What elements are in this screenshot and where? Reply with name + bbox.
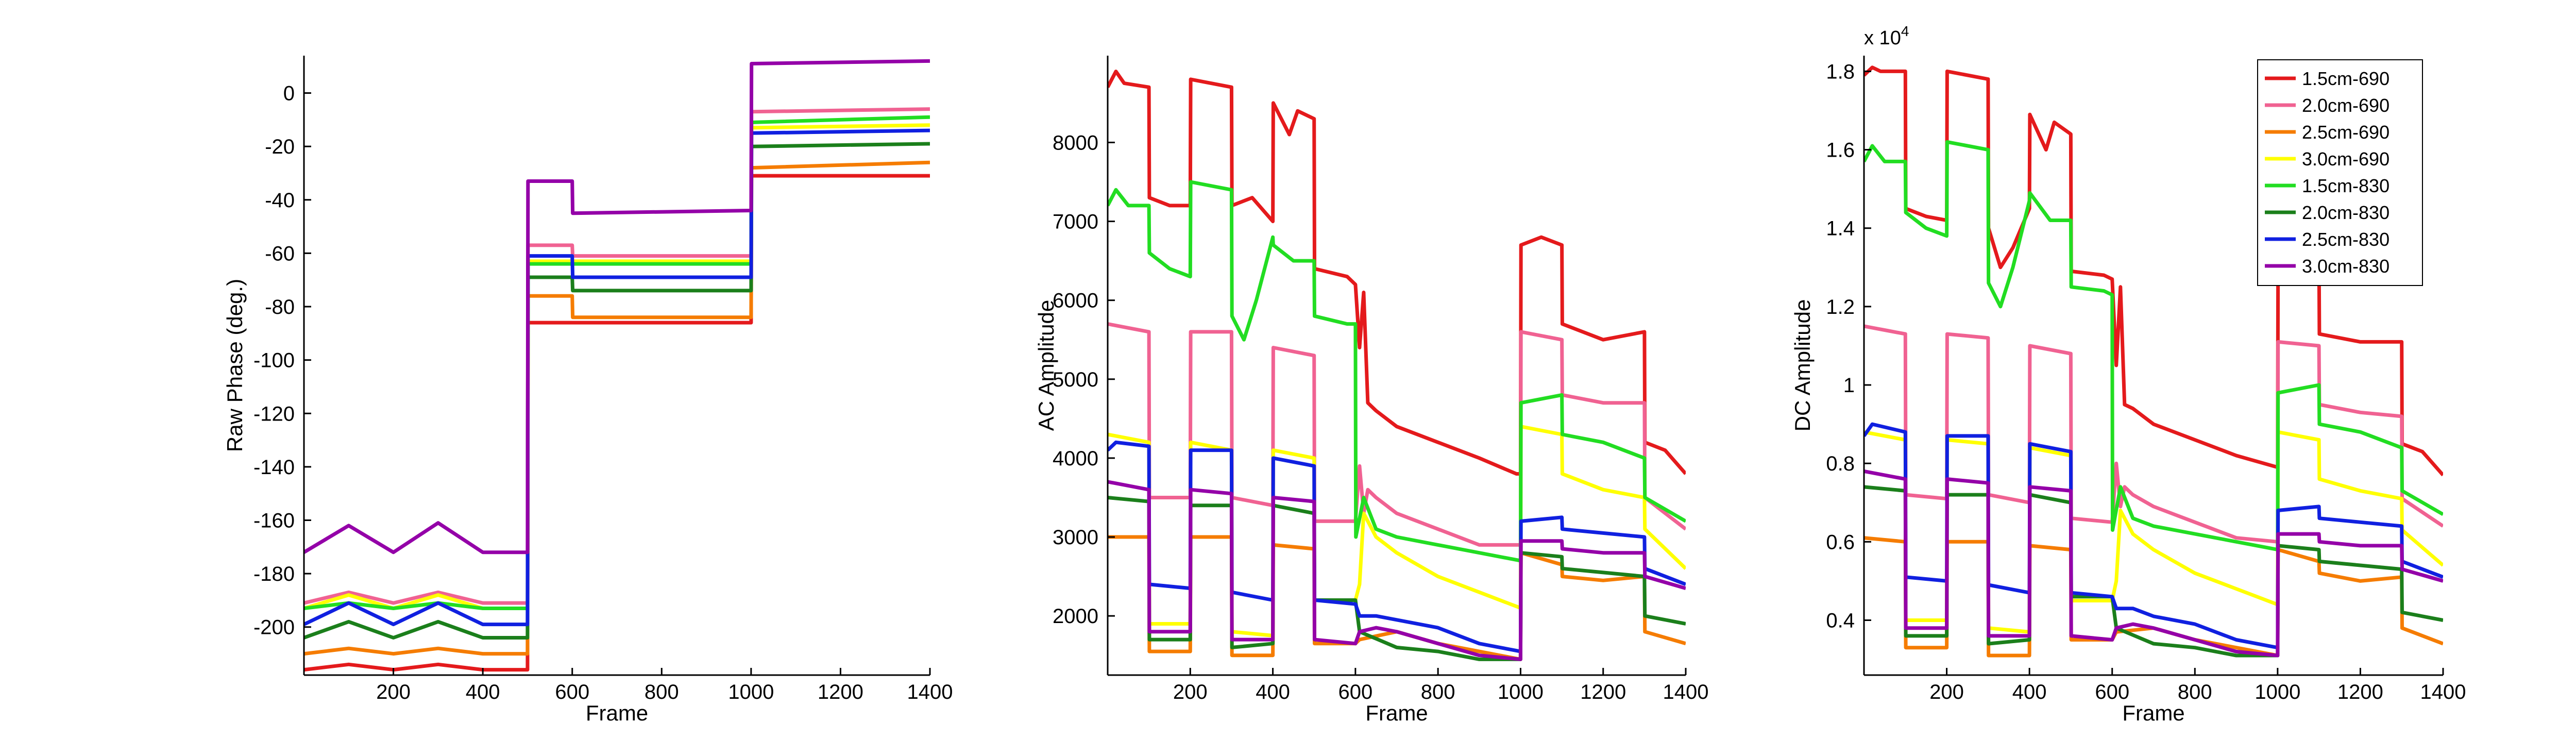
y-tick-label: -180 bbox=[253, 563, 295, 585]
y-tick-label: -80 bbox=[265, 296, 295, 318]
y-axis-label: DC Amplitude bbox=[1790, 299, 1815, 432]
series-lines bbox=[1108, 70, 1686, 661]
legend-label: 1.5cm-830 bbox=[2302, 175, 2389, 196]
series-line-2.0cm-690 bbox=[1864, 324, 2443, 544]
y-tick-label: 8000 bbox=[1053, 131, 1098, 154]
legend-label: 3.0cm-830 bbox=[2302, 256, 2389, 277]
x-tick-label: 800 bbox=[1421, 681, 1455, 703]
y-tick-label: -60 bbox=[265, 242, 295, 265]
y-tick-label: -140 bbox=[253, 456, 295, 479]
y-tick-label: -100 bbox=[253, 349, 295, 372]
x-tick-label: 200 bbox=[1173, 681, 1208, 703]
y-tick-label: -20 bbox=[265, 136, 295, 158]
series-line-3.0cm-830 bbox=[304, 59, 930, 555]
chart-panel-2: 200 400 600 800 1000 1200 1400 2000 3000 4000 5000… bbox=[1034, 56, 1708, 725]
y-tick-label: 5000 bbox=[1053, 368, 1098, 391]
y-axis-label: AC Amplitude bbox=[1034, 300, 1058, 431]
legend-label: 2.0cm-830 bbox=[2302, 202, 2389, 223]
y-tick-label: 1.4 bbox=[1826, 217, 1855, 240]
x-tick-label: 200 bbox=[1929, 681, 1964, 703]
x-tick-label: 400 bbox=[466, 681, 500, 703]
series-line-3.0cm-690 bbox=[1108, 425, 1686, 637]
x-tick-label: 1000 bbox=[2255, 681, 2300, 703]
y-tick-label: 0.4 bbox=[1826, 609, 1855, 632]
x-tick-label: 600 bbox=[555, 681, 589, 703]
legend-label: 3.0cm-690 bbox=[2302, 148, 2389, 170]
series-line-3.0cm-830 bbox=[1108, 480, 1686, 661]
y-tick-label: -40 bbox=[265, 189, 295, 212]
y-tick-label: 0.8 bbox=[1826, 452, 1855, 475]
legend-label: 2.0cm-690 bbox=[2302, 95, 2389, 116]
y-tick-label: 0.6 bbox=[1826, 531, 1855, 553]
x-tick-label: 1200 bbox=[2337, 681, 2383, 703]
y-tick-label: -200 bbox=[253, 616, 295, 639]
y-tick-label: 4000 bbox=[1053, 447, 1098, 470]
x-tick-label: 1000 bbox=[728, 681, 774, 703]
x-tick-label: 400 bbox=[2012, 681, 2047, 703]
series-lines bbox=[304, 59, 930, 672]
x-tick-label: 1400 bbox=[1663, 681, 1709, 703]
x-tick-label: 400 bbox=[1256, 681, 1290, 703]
y-tick-label: 1 bbox=[1843, 374, 1855, 397]
axis-exponent-label: x 104 bbox=[1864, 23, 1909, 49]
x-tick-label: 1000 bbox=[1498, 681, 1544, 703]
legend-box bbox=[2257, 59, 2423, 286]
series-line-3.0cm-690 bbox=[1864, 430, 2443, 634]
legend: 1.5cm-690 2.0cm-690 2.5cm-690 3.0cm-690 1.5c… bbox=[2257, 59, 2423, 286]
x-tick-label: 800 bbox=[645, 681, 679, 703]
y-tick-label: 3000 bbox=[1053, 526, 1098, 549]
y-tick-label: 1.2 bbox=[1826, 296, 1855, 318]
chart-panel-1: 200 400 600 800 1000 1200 1400 0 -20 -40 -60 -80 -10… bbox=[223, 56, 953, 725]
plot-area bbox=[304, 56, 930, 675]
legend-label: 1.5cm-690 bbox=[2302, 68, 2389, 89]
y-tick-label: 1.8 bbox=[1826, 60, 1855, 83]
legend-label: 2.5cm-830 bbox=[2302, 229, 2389, 250]
x-tick-label: 200 bbox=[376, 681, 411, 703]
plot-area bbox=[1108, 56, 1686, 675]
x-tick-label: 800 bbox=[2178, 681, 2212, 703]
y-tick-label: -160 bbox=[253, 510, 295, 532]
y-tick-label: 7000 bbox=[1053, 211, 1098, 233]
y-tick-label: 6000 bbox=[1053, 290, 1098, 312]
x-tick-label: 1400 bbox=[2420, 681, 2466, 703]
series-lines bbox=[1864, 65, 2443, 658]
series-line-1.5cm-830 bbox=[1108, 180, 1686, 563]
y-tick-label: 1.6 bbox=[1826, 139, 1855, 162]
legend-label: 2.5cm-690 bbox=[2302, 122, 2389, 143]
x-tick-label: 600 bbox=[2095, 681, 2129, 703]
x-tick-label: 1400 bbox=[907, 681, 953, 703]
x-axis-label: Frame bbox=[1365, 701, 1428, 725]
x-tick-label: 600 bbox=[1338, 681, 1372, 703]
axis-exponent-power: 4 bbox=[1901, 23, 1909, 39]
chart-panel-3: 200 400 600 800 1000 1200 1400 0.4 0.6 0.8 1 1.2 1.4… bbox=[1790, 23, 2466, 725]
series-line-2.0cm-690 bbox=[1108, 322, 1686, 547]
x-axis-label: Frame bbox=[2122, 701, 2184, 725]
y-tick-label: 2000 bbox=[1053, 605, 1098, 628]
x-axis-label: Frame bbox=[586, 701, 648, 725]
axis-exponent-base: x 10 bbox=[1864, 27, 1901, 49]
series-line-3.0cm-830 bbox=[1864, 469, 2443, 658]
series-line-1.5cm-830 bbox=[1864, 140, 2443, 552]
y-axis-label: Raw Phase (deg.) bbox=[223, 279, 247, 452]
x-tick-label: 1200 bbox=[818, 681, 863, 703]
y-tick-label: -120 bbox=[253, 402, 295, 425]
y-tick-label: 0 bbox=[283, 82, 295, 105]
x-tick-label: 1200 bbox=[1580, 681, 1626, 703]
